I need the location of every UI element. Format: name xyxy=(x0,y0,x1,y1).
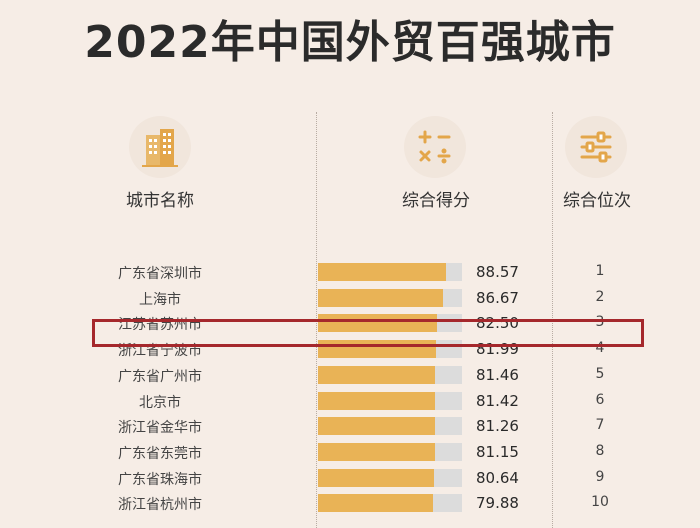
rank-value: 2 xyxy=(595,289,605,305)
building-icon xyxy=(129,116,191,178)
math-operators-icon xyxy=(404,116,466,178)
rank-value: 4 xyxy=(595,340,605,356)
score-value: 86.67 xyxy=(476,289,519,307)
page-title: 2022年中国外贸百强城市 xyxy=(84,17,616,68)
score-value: 80.64 xyxy=(476,469,519,487)
score-bar xyxy=(318,443,435,461)
header-rank: 综合位次 xyxy=(563,191,631,211)
score-bar xyxy=(318,494,434,512)
sliders-icon xyxy=(565,116,627,178)
score-value: 88.57 xyxy=(476,263,519,281)
score-value: 81.26 xyxy=(476,417,519,435)
score-value: 79.88 xyxy=(476,494,519,512)
city-label: 广东省广州市 xyxy=(118,369,202,385)
rank-value: 7 xyxy=(595,417,605,433)
rank-value: 9 xyxy=(595,469,605,485)
city-label: 浙江省宁波市 xyxy=(118,343,202,359)
score-bar xyxy=(318,314,437,332)
rank-value: 10 xyxy=(591,494,609,510)
city-label: 浙江省杭州市 xyxy=(118,497,202,513)
score-value: 81.46 xyxy=(476,366,519,384)
rank-value: 1 xyxy=(595,263,605,279)
city-label: 广东省珠海市 xyxy=(118,472,202,488)
city-label: 北京市 xyxy=(139,395,181,411)
header-city: 城市名称 xyxy=(126,191,194,211)
score-bar xyxy=(318,417,435,435)
score-value: 82.50 xyxy=(476,314,519,332)
rank-value: 3 xyxy=(595,314,605,330)
score-value: 81.15 xyxy=(476,443,519,461)
score-bar xyxy=(318,392,436,410)
score-value: 81.42 xyxy=(476,392,519,410)
rank-value: 8 xyxy=(595,443,605,459)
rank-value: 6 xyxy=(595,392,605,408)
score-bar xyxy=(318,469,435,487)
score-bar xyxy=(318,263,446,281)
highlight-box xyxy=(92,319,644,347)
city-label: 浙江省金华市 xyxy=(118,420,202,436)
score-bar xyxy=(318,289,443,307)
city-label: 广东省深圳市 xyxy=(118,266,202,282)
city-label: 上海市 xyxy=(139,292,181,308)
rank-value: 5 xyxy=(595,366,605,382)
city-label: 广东省东莞市 xyxy=(118,446,202,462)
score-bar xyxy=(318,366,436,384)
header-score: 综合得分 xyxy=(402,191,470,211)
